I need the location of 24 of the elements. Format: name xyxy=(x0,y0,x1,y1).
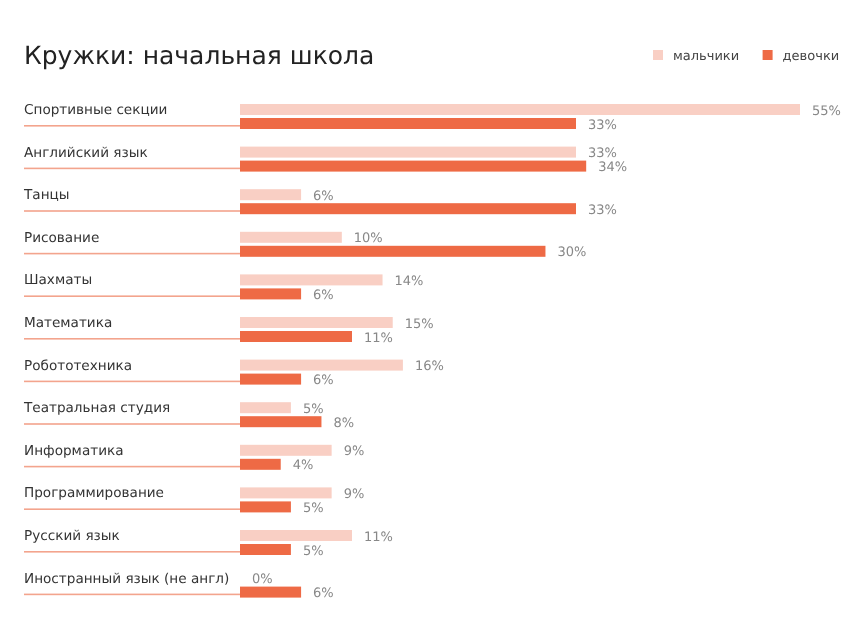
bar xyxy=(240,373,302,385)
bar xyxy=(240,203,576,215)
bar xyxy=(240,586,302,598)
bar xyxy=(240,160,587,172)
bar xyxy=(240,501,291,513)
bar xyxy=(240,317,393,328)
bar xyxy=(240,416,322,428)
chart-title: Кружки: начальная школа xyxy=(24,40,375,70)
bar xyxy=(240,487,332,499)
bar xyxy=(240,331,352,342)
bar xyxy=(240,530,352,541)
bar xyxy=(240,359,403,371)
bar xyxy=(240,444,332,456)
bar xyxy=(240,274,383,286)
bar xyxy=(240,458,281,470)
bar xyxy=(240,104,800,115)
bar xyxy=(240,118,576,129)
bar xyxy=(240,231,342,243)
bar xyxy=(240,402,291,414)
bar xyxy=(240,288,302,300)
bar xyxy=(240,245,546,257)
bar xyxy=(240,544,291,555)
bar xyxy=(240,189,302,201)
bar xyxy=(240,146,576,158)
